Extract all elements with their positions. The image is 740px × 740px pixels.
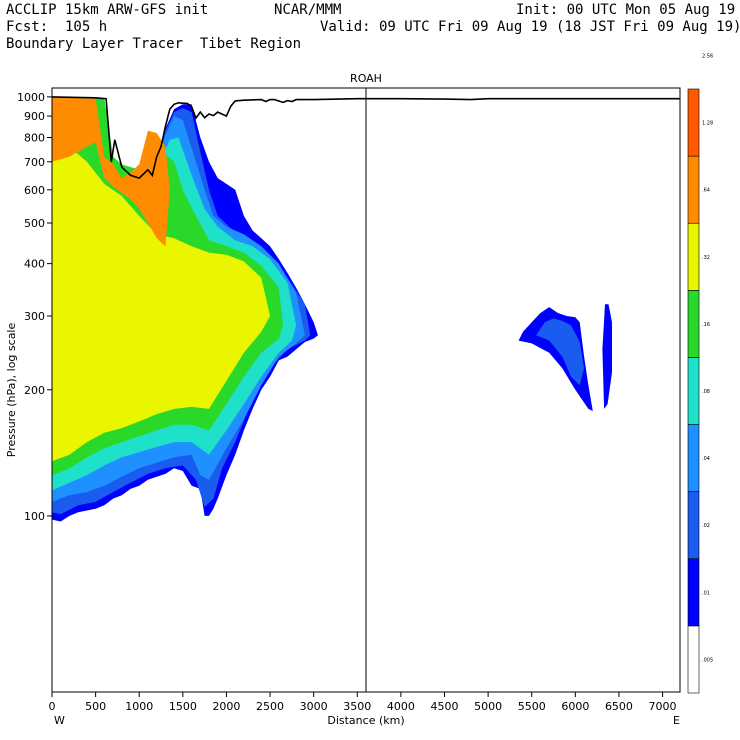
axes-layer: 0 500 1000 1500 2000 2500 3000 3500 4000 4500 5000… [17,91,677,713]
x-right-label: E [673,714,680,727]
colorbar-swatch-8 [687,88,700,157]
colorbar: .005.01.02.04.08.16.32.641.282.56Dimensi… [687,53,713,694]
y-tick-label-800: 800 [24,131,45,144]
plot-area [52,88,680,692]
colorbar-swatch-3 [687,424,700,492]
x-tick-label-0: 0 [49,700,56,713]
x-tick-label-3500: 3500 [343,700,371,713]
contour-west-plume-level-32 [52,96,271,462]
colorbar-label-0: .005 [702,657,713,663]
x-tick-label-1500: 1500 [169,700,197,713]
x-tick-label-5500: 5500 [518,700,546,713]
y-tick-label-900: 900 [24,110,45,123]
y-tick-label-700: 700 [24,156,45,169]
colorbar-swatch-0 [687,625,700,694]
colorbar-swatch-1 [687,558,700,627]
y-tick-label-300: 300 [24,310,45,323]
x-tick-label-6500: 6500 [605,700,633,713]
colorbar-swatch-4 [687,357,700,425]
terrain-line [52,96,680,180]
colorbar-swatch-6 [687,222,700,291]
init-label: Init: 00 UTC Mon 05 Aug 19 [516,2,736,18]
valid-label: Valid: 09 UTC Fri 09 Aug 19 (18 JST Fri … [320,19,740,35]
colorbar-label-6: .32 [702,255,710,261]
y-tick-label-600: 600 [24,184,45,197]
x-tick-label-2500: 2500 [256,700,284,713]
x-axis-label: Distance (km) [327,714,404,727]
model-label: ACCLIP 15km ARW-GFS init [6,2,209,18]
x-tick-label-7000: 7000 [649,700,677,713]
org-label: NCAR/MMM [274,2,342,18]
y-tick-label-100: 100 [24,510,45,523]
fcst-label: Fcst: 105 h [6,19,108,35]
y-axis-label: Pressure (hPa), log scale [5,323,18,458]
colorbar-swatch-7 [687,155,700,224]
x-tick-label-6000: 6000 [561,700,589,713]
field-label: Boundary Layer Tracer Tibet Region [6,36,302,52]
contour-east-patch-level-02 [536,318,585,386]
y-tick-label-500: 500 [24,217,45,230]
y-tick-label-200: 200 [24,384,45,397]
x-tick-label-5000: 5000 [474,700,502,713]
x-tick-label-500: 500 [85,700,106,713]
colorbar-label-4: .08 [702,389,710,395]
contour-east-streak-level-01 [602,304,612,409]
colorbar-swatch-5 [687,290,700,358]
x-tick-label-3000: 3000 [300,700,328,713]
x-tick-label-2000: 2000 [212,700,240,713]
x-left-label: W [54,714,65,727]
colorbar-label-7: .64 [702,188,710,194]
y-tick-label-1000: 1000 [17,91,45,104]
colorbar-label-9: 2.56 [702,53,713,59]
colorbar-label-2: .02 [702,523,710,529]
colorbar-label-5: .16 [702,322,710,328]
contour-west-plume-level-64 [52,96,170,247]
chart-title: ROAH [350,72,382,85]
y-tick-label-400: 400 [24,258,45,271]
x-tick-label-4500: 4500 [431,700,459,713]
x-tick-label-1000: 1000 [125,700,153,713]
colorbar-label-3: .04 [702,456,710,462]
colorbar-swatch-2 [687,491,700,560]
x-tick-label-4000: 4000 [387,700,415,713]
colorbar-label-8: 1.28 [702,121,713,127]
colorbar-label-1: .01 [702,590,710,596]
